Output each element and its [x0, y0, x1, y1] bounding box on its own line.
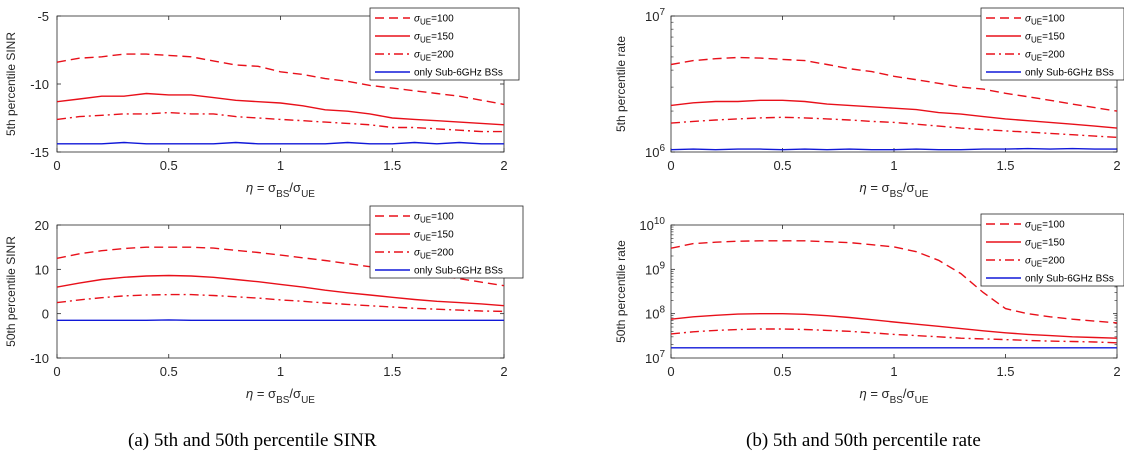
- x-tick-label: 0.5: [160, 158, 178, 173]
- y-tick-label: 0: [42, 307, 49, 322]
- y-tick-label: 1010: [639, 216, 665, 233]
- y-tick-label: 10: [35, 262, 49, 277]
- series-line-s150: [57, 92, 504, 126]
- legend-label-s200: σUE=200: [414, 248, 454, 261]
- legend-label-s200: σUE=200: [1025, 256, 1065, 269]
- legend-label-s100: σUE=100: [414, 14, 454, 27]
- series-line-sub6: [57, 141, 504, 145]
- legend: σUE=100 σUE=150 σUE=200 only Sub-6GHz BSs: [369, 7, 520, 81]
- series-line-s150: [671, 99, 1117, 129]
- caption-sinr: (a) 5th and 50th percentile SINR: [128, 430, 377, 451]
- legend: σUE=100 σUE=150 σUE=200 only Sub-6GHz BSs: [980, 213, 1124, 287]
- x-tick-label: 0: [667, 364, 674, 379]
- y-tick-label: 109: [645, 260, 665, 277]
- x-axis-label: η = σBS/σUE: [860, 180, 929, 200]
- series-line-s100: [671, 56, 1117, 112]
- x-axis-label: η = σBS/σUE: [860, 386, 929, 406]
- caption-rate: (b) 5th and 50th percentile rate: [746, 430, 981, 451]
- legend-label-sub6: only Sub-6GHz BSs: [1025, 274, 1114, 285]
- legend: σUE=100 σUE=150 σUE=200 only Sub-6GHz BSs: [980, 7, 1124, 81]
- series-line-s100: [57, 246, 504, 287]
- y-axis-label: 50th percentile SINR: [4, 236, 18, 347]
- legend-label-sub6: only Sub-6GHz BSs: [414, 68, 503, 79]
- x-tick-label: 1: [277, 158, 284, 173]
- legend-box: [369, 205, 524, 279]
- y-tick-label: -15: [30, 145, 49, 160]
- x-tick-label: 0: [53, 364, 60, 379]
- series-line-s200: [57, 293, 504, 313]
- x-tick-label: 0.5: [773, 364, 791, 379]
- chart-a-top: 0 0.5 1 1.5 2 -15 -10 -5 5th percentile SINR η = …: [4, 7, 520, 200]
- series-line-s100: [57, 53, 504, 106]
- legend: σUE=100 σUE=150 σUE=200 only Sub-6GHz BSs: [369, 205, 524, 279]
- legend-label-sub6: only Sub-6GHz BSs: [1025, 68, 1114, 79]
- series-line-s200: [57, 111, 504, 133]
- series-line-s100: [671, 240, 1117, 324]
- x-tick-label: 1: [277, 364, 284, 379]
- legend-label-sub6: only Sub-6GHz BSs: [414, 266, 503, 277]
- legend-box: [980, 213, 1124, 287]
- legend-box: [369, 7, 520, 81]
- y-tick-label: 107: [645, 7, 665, 24]
- legend-label-s100: σUE=100: [1025, 220, 1065, 233]
- series-line-s200: [671, 328, 1117, 344]
- y-tick-label: -5: [37, 9, 49, 24]
- x-tick-label: 0: [667, 158, 674, 173]
- x-axis-label: η = σBS/σUE: [246, 386, 315, 406]
- legend-label-s100: σUE=100: [414, 212, 454, 225]
- chart-b-bottom: 0 0.5 1 1.5 2 107 108 109 1010 50th percentile ra…: [614, 213, 1124, 406]
- y-tick-label: 107: [645, 349, 665, 366]
- y-tick-label: -10: [30, 351, 49, 366]
- series-line-sub6: [671, 147, 1117, 151]
- legend-label-s150: σUE=150: [1025, 238, 1065, 251]
- y-axis-label: 50th percentile rate: [614, 240, 628, 343]
- series-line-s200: [671, 116, 1117, 139]
- legend-box: [980, 7, 1124, 81]
- y-tick-label: 20: [35, 218, 49, 233]
- legend-label-s200: σUE=200: [414, 50, 454, 63]
- x-tick-label: 1: [890, 364, 897, 379]
- series-line-s150: [57, 274, 504, 307]
- x-tick-label: 1: [890, 158, 897, 173]
- legend-label-s150: σUE=150: [414, 230, 454, 243]
- x-tick-label: 2: [1113, 364, 1120, 379]
- chart-b-top: 0 0.5 1 1.5 2 106 107 5th percentile rate η = σB…: [614, 7, 1124, 200]
- y-tick-label: 108: [645, 305, 665, 322]
- chart-a-bottom: 0 0.5 1 1.5 2 -10 0 10 20 50th percentile SINR η =…: [4, 205, 524, 406]
- legend-label-s150: σUE=150: [1025, 32, 1065, 45]
- x-tick-label: 2: [500, 364, 507, 379]
- x-tick-label: 1.5: [996, 364, 1014, 379]
- x-tick-label: 2: [500, 158, 507, 173]
- x-tick-label: 1.5: [383, 158, 401, 173]
- series-line-s150: [671, 313, 1117, 339]
- y-axis-label: 5th percentile SINR: [4, 32, 18, 136]
- y-tick-label: -10: [30, 77, 49, 92]
- x-tick-label: 0.5: [160, 364, 178, 379]
- x-tick-label: 1.5: [383, 364, 401, 379]
- legend-label-s200: σUE=200: [1025, 50, 1065, 63]
- x-axis-label: η = σBS/σUE: [246, 180, 315, 200]
- x-tick-label: 1.5: [996, 158, 1014, 173]
- legend-label-s150: σUE=150: [414, 32, 454, 45]
- x-tick-label: 0: [53, 158, 60, 173]
- y-axis-label: 5th percentile rate: [614, 36, 628, 132]
- x-tick-label: 2: [1113, 158, 1120, 173]
- x-tick-label: 0.5: [773, 158, 791, 173]
- legend-label-s100: σUE=100: [1025, 14, 1065, 27]
- y-tick-label: 106: [645, 143, 665, 160]
